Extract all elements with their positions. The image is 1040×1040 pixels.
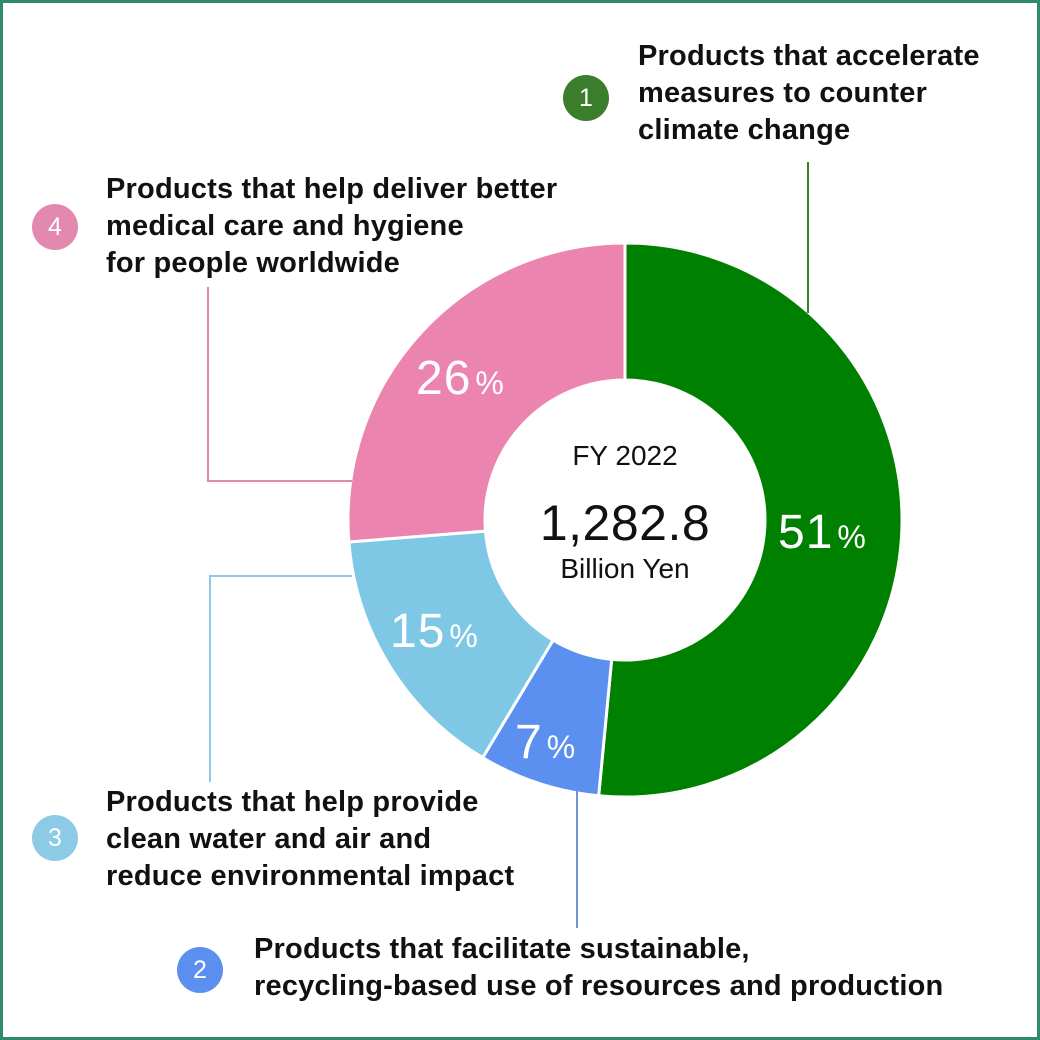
pct-value: 7: [515, 716, 543, 769]
badge-3: 3: [32, 815, 78, 861]
pct-unit: %: [449, 618, 479, 654]
badge-2: 2: [177, 947, 223, 993]
pct-unit: %: [546, 729, 577, 765]
pct-unit: %: [475, 365, 505, 401]
pct-value: 15: [390, 605, 446, 658]
category-label-4: Products that help deliver better medica…: [106, 173, 558, 279]
pct-value: 26: [416, 352, 472, 405]
pct-label-1: 51%: [778, 505, 867, 560]
donut-slice-4: [346, 241, 627, 544]
pct-unit: %: [837, 519, 867, 555]
pct-label-4: 26%: [416, 351, 505, 406]
category-label-1: Products that accelerate measures to cou…: [638, 40, 980, 146]
pct-value: 51: [778, 506, 834, 559]
pct-label-3: 15%: [390, 604, 479, 659]
badge-4: 4: [32, 204, 78, 250]
donut-slice-3: [347, 529, 556, 760]
leader-line-3: [209, 575, 352, 782]
donut-slice-1: [597, 241, 904, 799]
total-unit: Billion Yen: [560, 553, 690, 584]
leader-line-4: [207, 287, 352, 482]
category-label-2: Products that facilitate sustainable, re…: [254, 933, 944, 1002]
category-label-3: Products that help provide clean water a…: [106, 786, 515, 892]
pct-label-2: 7%: [515, 715, 576, 770]
badge-1: 1: [563, 75, 609, 121]
total-value: 1,282.8: [539, 495, 711, 551]
fiscal-year-label: FY 2022: [572, 440, 678, 471]
